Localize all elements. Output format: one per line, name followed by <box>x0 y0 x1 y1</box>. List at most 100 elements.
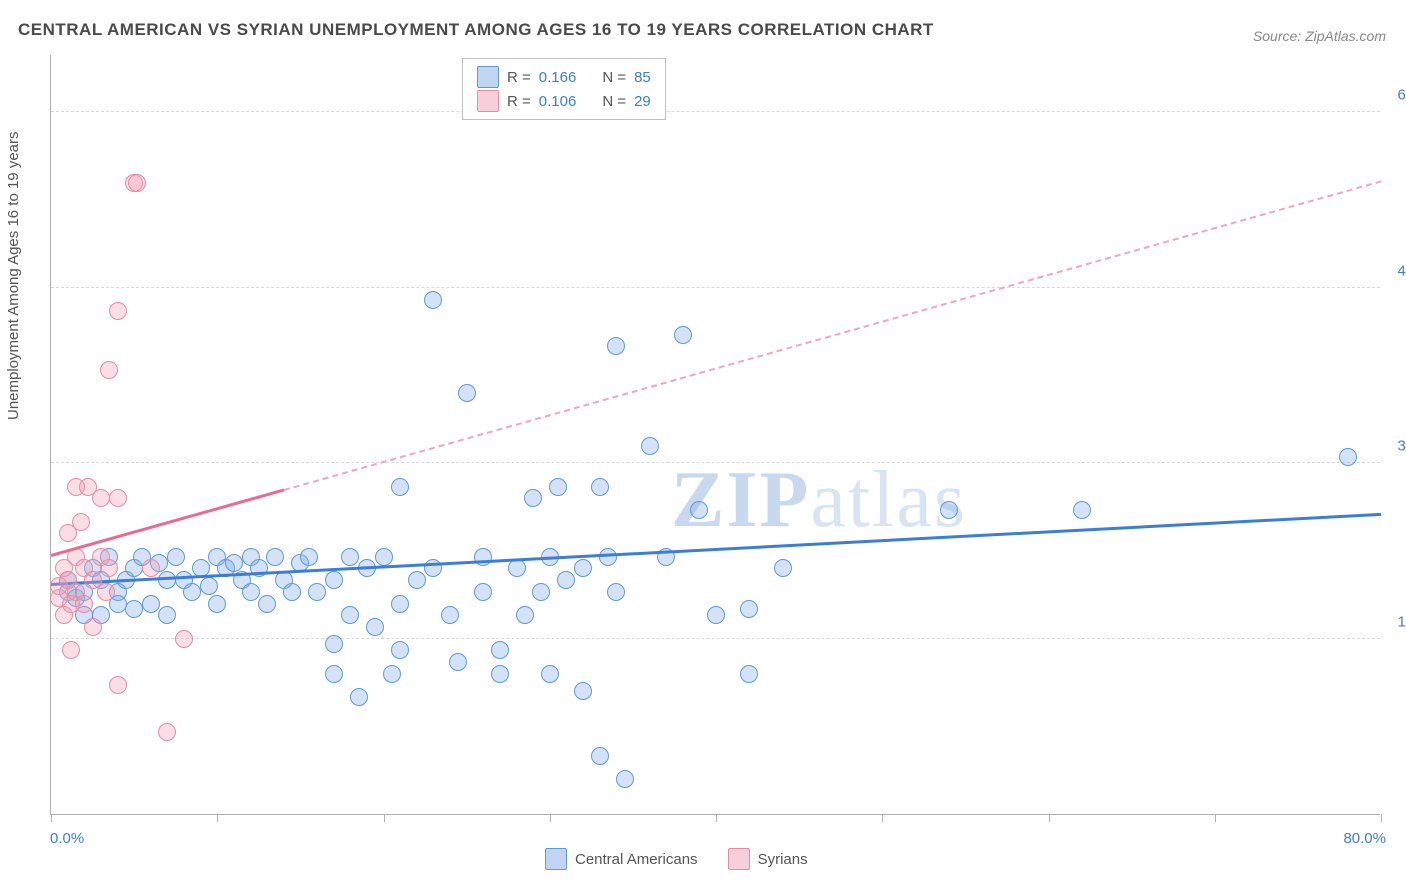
x-tick <box>550 814 551 822</box>
chart-title: CENTRAL AMERICAN VS SYRIAN UNEMPLOYMENT … <box>18 20 934 40</box>
trend-line <box>283 181 1381 492</box>
data-point <box>325 665 343 683</box>
data-point <box>242 583 260 601</box>
data-point <box>125 600 143 618</box>
data-point <box>524 489 542 507</box>
data-point <box>200 577 218 595</box>
data-point <box>92 489 110 507</box>
data-point <box>109 676 127 694</box>
data-point <box>641 437 659 455</box>
scatter-chart: ZIPatlas 15.0%30.0%45.0%60.0% <box>50 55 1380 815</box>
source-attribution: Source: ZipAtlas.com <box>1253 28 1386 44</box>
data-point <box>325 571 343 589</box>
r-label: R = <box>507 93 531 110</box>
data-point <box>391 595 409 613</box>
y-tick-label: 15.0% <box>1385 613 1406 630</box>
x-tick <box>1049 814 1050 822</box>
data-point <box>100 361 118 379</box>
data-point <box>449 653 467 671</box>
legend-item-pink: Syrians <box>728 848 808 870</box>
data-point <box>707 606 725 624</box>
r-label: R = <box>507 69 531 86</box>
data-point <box>341 606 359 624</box>
data-point <box>62 641 80 659</box>
data-point <box>158 723 176 741</box>
data-point <box>1073 501 1091 519</box>
gridline <box>51 462 1380 463</box>
y-tick-label: 30.0% <box>1385 438 1406 455</box>
data-point <box>158 606 176 624</box>
watermark: ZIPatlas <box>671 455 967 546</box>
data-point <box>541 665 559 683</box>
x-tick <box>217 814 218 822</box>
data-point <box>774 559 792 577</box>
data-point <box>532 583 550 601</box>
x-tick <box>1215 814 1216 822</box>
y-tick-label: 60.0% <box>1385 87 1406 104</box>
data-point <box>142 595 160 613</box>
data-point <box>72 513 90 531</box>
data-point <box>591 747 609 765</box>
data-point <box>142 559 160 577</box>
data-point <box>740 600 758 618</box>
x-tick <box>716 814 717 822</box>
data-point <box>1339 448 1357 466</box>
swatch-pink <box>728 848 750 870</box>
data-point <box>183 583 201 601</box>
data-point <box>128 174 146 192</box>
legend-label: Syrians <box>758 851 808 868</box>
data-point <box>258 595 276 613</box>
data-point <box>549 478 567 496</box>
data-point <box>516 606 534 624</box>
data-point <box>391 478 409 496</box>
legend-row-pink: R = 0.106 N = 29 <box>477 89 651 113</box>
data-point <box>375 548 393 566</box>
legend-row-blue: R = 0.166 N = 85 <box>477 65 651 89</box>
data-point <box>607 337 625 355</box>
data-point <box>441 606 459 624</box>
r-value: 0.166 <box>539 69 577 86</box>
data-point <box>366 618 384 636</box>
watermark-bold: ZIP <box>671 456 810 544</box>
data-point <box>383 665 401 683</box>
data-point <box>574 559 592 577</box>
x-tick <box>1381 814 1382 822</box>
data-point <box>283 583 301 601</box>
data-point <box>616 770 634 788</box>
data-point <box>75 595 93 613</box>
data-point <box>574 682 592 700</box>
data-point <box>474 583 492 601</box>
legend-item-blue: Central Americans <box>545 848 698 870</box>
data-point <box>557 571 575 589</box>
y-tick-label: 45.0% <box>1385 262 1406 279</box>
data-point <box>325 635 343 653</box>
data-point <box>491 641 509 659</box>
data-point <box>84 618 102 636</box>
data-point <box>167 548 185 566</box>
data-point <box>341 548 359 566</box>
n-value: 85 <box>634 69 651 86</box>
data-point <box>109 489 127 507</box>
data-point <box>607 583 625 601</box>
swatch-pink <box>477 90 499 112</box>
swatch-blue <box>477 66 499 88</box>
watermark-light: atlas <box>810 456 967 544</box>
x-tick <box>384 814 385 822</box>
data-point <box>508 559 526 577</box>
data-point <box>97 583 115 601</box>
data-point <box>940 501 958 519</box>
data-point <box>408 571 426 589</box>
data-point <box>674 326 692 344</box>
r-value: 0.106 <box>539 93 577 110</box>
data-point <box>266 548 284 566</box>
x-axis-max: 80.0% <box>1343 830 1386 847</box>
data-point <box>350 688 368 706</box>
x-axis-min: 0.0% <box>50 830 84 847</box>
data-point <box>175 630 193 648</box>
data-point <box>740 665 758 683</box>
x-tick <box>882 814 883 822</box>
data-point <box>424 291 442 309</box>
correlation-legend: R = 0.166 N = 85 R = 0.106 N = 29 <box>462 58 666 120</box>
data-point <box>391 641 409 659</box>
gridline <box>51 111 1380 112</box>
